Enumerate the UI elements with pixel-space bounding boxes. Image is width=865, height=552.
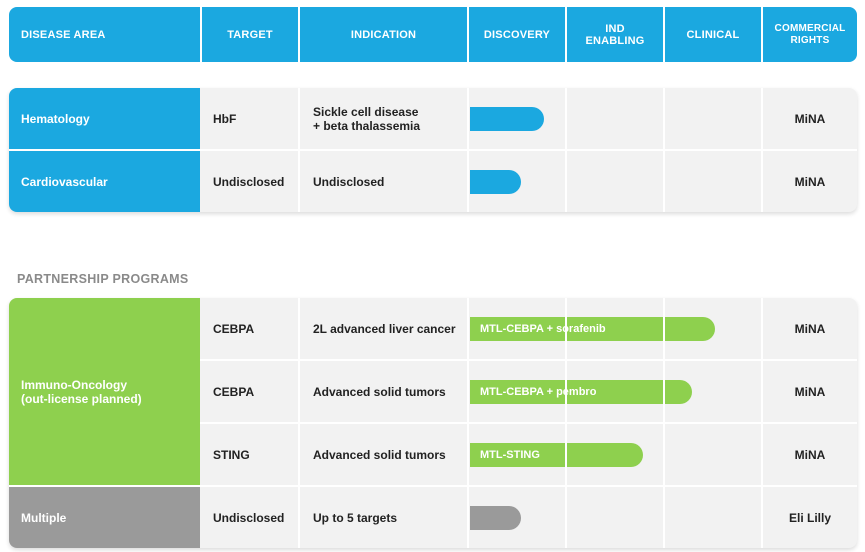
column-separator bbox=[298, 298, 300, 548]
commercial-rights-cell: MiNA bbox=[794, 321, 826, 336]
column-separator bbox=[298, 88, 300, 212]
target-cell: Undisclosed bbox=[213, 174, 285, 189]
row-separator bbox=[9, 149, 857, 151]
progress-bar bbox=[470, 169, 521, 194]
header-ind-enabling: IND ENABLING bbox=[585, 22, 645, 47]
column-separator bbox=[467, 298, 469, 548]
header-clinical: CLINICAL bbox=[686, 28, 740, 41]
column-separator bbox=[761, 298, 763, 548]
progress-bar: MTL-STING bbox=[470, 442, 644, 467]
pipeline-panel: Immuno-Oncology (out-license planned) CEB… bbox=[9, 298, 857, 548]
column-separator bbox=[467, 88, 469, 212]
header-indication: INDICATION bbox=[350, 28, 417, 41]
disease-area-label: Hematology bbox=[21, 111, 90, 126]
bar-label: MTL-STING bbox=[480, 448, 540, 461]
disease-area-label: Multiple bbox=[21, 510, 67, 525]
bar-label: MTL-CEBPA + pembro bbox=[480, 385, 597, 398]
progress-bar bbox=[470, 106, 544, 131]
indication-cell: Advanced solid tumors bbox=[313, 384, 446, 399]
target-cell: CEBPA bbox=[213, 321, 255, 336]
disease-area-label: Cardiovascular bbox=[21, 174, 108, 189]
partnership-programs-title: PARTNERSHIP PROGRAMS bbox=[17, 272, 189, 286]
row-separator bbox=[200, 422, 857, 424]
disease-area-cell: Hematology bbox=[9, 88, 200, 149]
row-separator bbox=[9, 485, 857, 487]
header-commercial-rights: COMMERCIAL RIGHTS bbox=[774, 22, 846, 46]
column-separator bbox=[761, 88, 763, 212]
header-disease-area: DISEASE AREA bbox=[21, 28, 106, 41]
disease-area-cell: Cardiovascular bbox=[9, 151, 200, 212]
indication-cell: Undisclosed bbox=[313, 174, 385, 189]
column-separator bbox=[565, 88, 567, 212]
target-cell: HbF bbox=[213, 111, 237, 126]
commercial-rights-cell: Eli Lilly bbox=[788, 510, 831, 525]
commercial-rights-cell: MiNA bbox=[794, 111, 826, 126]
column-separator bbox=[663, 298, 665, 548]
indication-cell: Up to 5 targets bbox=[313, 510, 398, 525]
progress-bar: MTL-CEBPA + sorafenib bbox=[470, 316, 715, 341]
disease-area-cell: Multiple bbox=[9, 487, 200, 548]
disease-area-cell: Immuno-Oncology (out-license planned) bbox=[9, 298, 200, 485]
pipeline-panel: Hematology HbF Sickle cell disease + beta … bbox=[9, 88, 857, 212]
column-separator bbox=[565, 298, 567, 548]
commercial-rights-cell: MiNA bbox=[794, 447, 826, 462]
commercial-rights-cell: MiNA bbox=[794, 384, 826, 399]
row-separator bbox=[200, 359, 857, 361]
target-cell: STING bbox=[213, 447, 250, 462]
header-discovery: DISCOVERY bbox=[483, 28, 551, 41]
target-cell: Undisclosed bbox=[213, 510, 285, 525]
target-cell: CEBPA bbox=[213, 384, 255, 399]
header-target: TARGET bbox=[227, 28, 273, 41]
progress-bar: MTL-CEBPA + pembro bbox=[470, 379, 693, 404]
commercial-rights-cell: MiNA bbox=[794, 174, 826, 189]
indication-cell: 2L advanced liver cancer bbox=[313, 321, 456, 336]
progress-bar bbox=[470, 505, 521, 530]
column-separator bbox=[663, 88, 665, 212]
bar-label: MTL-CEBPA + sorafenib bbox=[480, 322, 606, 335]
indication-cell: Advanced solid tumors bbox=[313, 447, 446, 462]
table-header: DISEASE AREA TARGET INDICATION DISCOVERY… bbox=[9, 7, 857, 62]
disease-area-label: Immuno-Oncology (out-license planned) bbox=[21, 377, 142, 406]
indication-cell: Sickle cell disease + beta thalassemia bbox=[313, 104, 421, 133]
